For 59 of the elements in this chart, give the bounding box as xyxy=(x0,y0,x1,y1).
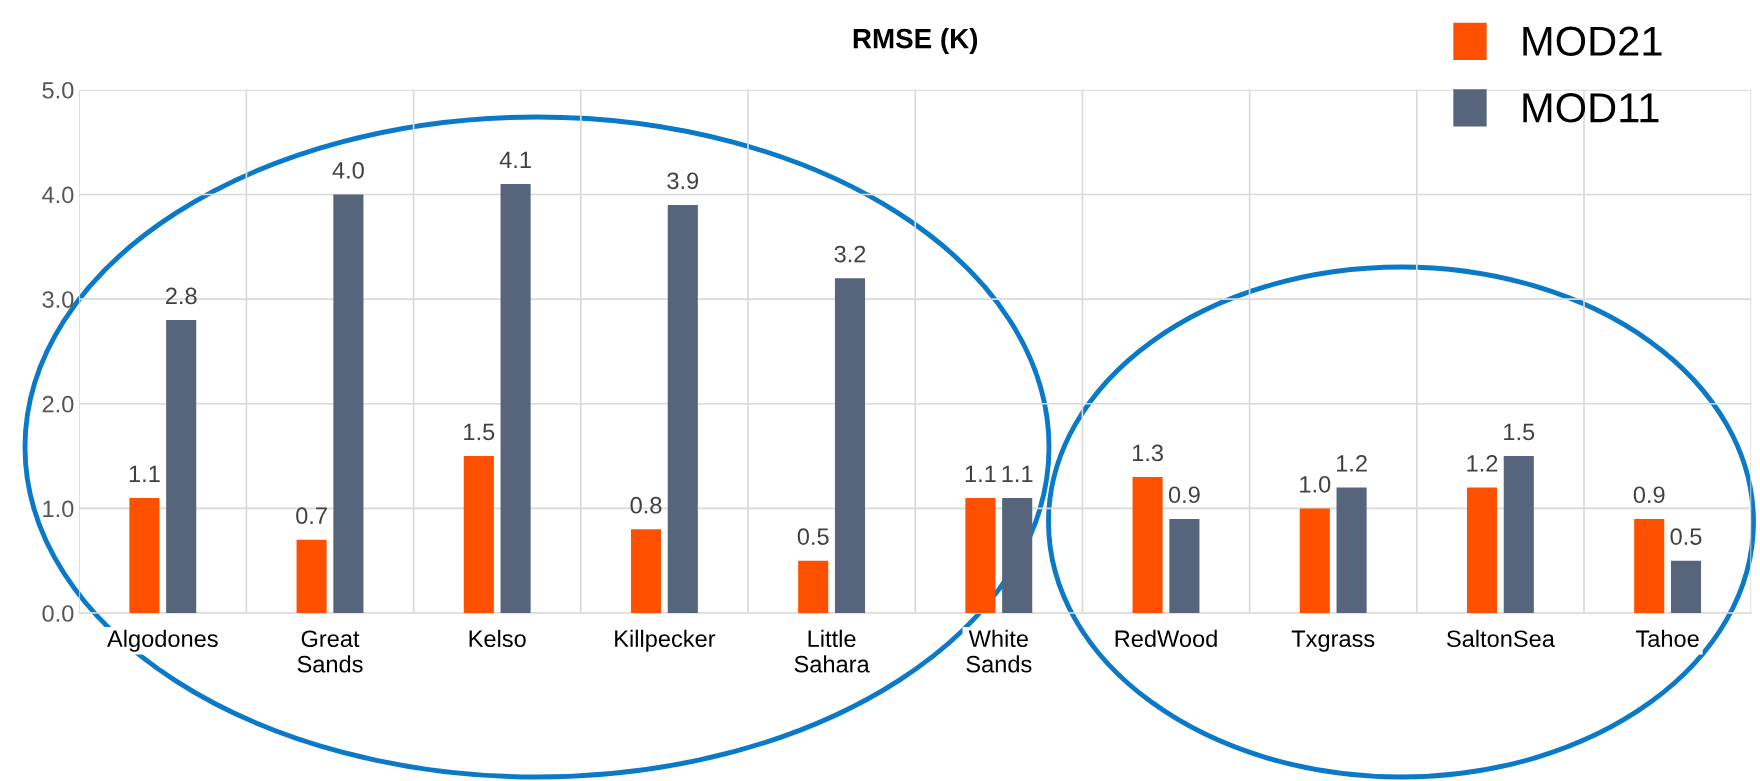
data-label: 1.1 xyxy=(965,465,996,482)
y-tick-label: 0.0 xyxy=(42,605,74,622)
bar xyxy=(1299,508,1330,614)
x-tick-label: Killpecker xyxy=(615,629,716,652)
bar xyxy=(798,560,829,614)
data-label: 2.8 xyxy=(165,287,197,305)
data-label: 0.5 xyxy=(1670,528,1702,545)
bar xyxy=(129,497,160,614)
data-label: 1.1 xyxy=(1002,465,1033,482)
bar xyxy=(1670,560,1702,614)
y-tick-label: 1.0 xyxy=(43,500,74,518)
data-label: 0.9 xyxy=(1168,486,1200,504)
data-label: 0.9 xyxy=(1633,486,1665,504)
y-tick-label: 5.0 xyxy=(42,81,74,99)
data-label: 1.1 xyxy=(129,465,160,482)
data-label: 0.7 xyxy=(296,507,327,525)
data-label: 3.2 xyxy=(834,245,866,263)
bar xyxy=(1132,477,1163,614)
data-label: 1.5 xyxy=(464,423,495,441)
bar xyxy=(667,204,698,614)
bar xyxy=(500,184,531,614)
bar xyxy=(1336,487,1367,614)
x-tick-label: Tahoe xyxy=(1635,629,1699,648)
bar xyxy=(296,539,327,614)
x-tick-label: Kelso xyxy=(469,629,526,648)
legend-label: MOD21 xyxy=(1523,26,1662,56)
y-tick-label: 3.0 xyxy=(42,291,74,308)
data-label: 1.0 xyxy=(1300,475,1331,493)
bar xyxy=(166,320,197,614)
data-label: 1.5 xyxy=(1504,423,1535,441)
x-tick-label: Algodones xyxy=(107,629,218,652)
x-tick-label: White Sands xyxy=(966,629,1032,673)
data-label: 1.3 xyxy=(1133,444,1163,462)
x-tick-label: Txgrass xyxy=(1291,630,1375,652)
bar xyxy=(1466,487,1498,614)
bar xyxy=(1169,518,1200,614)
bar xyxy=(333,194,364,614)
bar xyxy=(965,497,996,614)
y-tick-label: 4.0 xyxy=(42,186,74,204)
data-label: 0.5 xyxy=(797,528,829,545)
data-label: 4.1 xyxy=(499,151,531,168)
data-label: 1.2 xyxy=(1467,455,1498,472)
data-label: 4.0 xyxy=(332,161,364,179)
x-tick-label: Great Sands xyxy=(297,630,363,673)
y-tick-label: 2.0 xyxy=(42,395,74,413)
legend-label: MOD11 xyxy=(1523,93,1659,123)
bar xyxy=(463,456,494,614)
bar xyxy=(834,278,866,614)
bar xyxy=(1634,518,1665,614)
bar xyxy=(1503,456,1534,614)
x-tick-label: Little Sahara xyxy=(794,629,870,673)
bar xyxy=(1002,497,1033,614)
x-tick-label: SaltonSea xyxy=(1447,629,1555,648)
x-tick-label: RedWood xyxy=(1115,629,1217,648)
chart-title: RMSE (K) xyxy=(853,28,978,54)
data-label: 1.2 xyxy=(1336,455,1367,472)
data-label: 3.9 xyxy=(667,172,699,190)
data-label: 0.8 xyxy=(630,496,662,514)
bar xyxy=(630,529,662,614)
